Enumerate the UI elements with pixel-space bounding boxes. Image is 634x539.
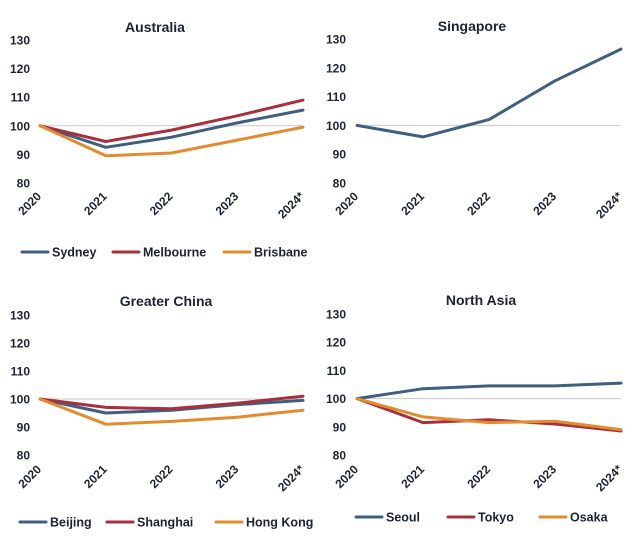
y-tick-label: 100 (326, 392, 346, 406)
x-tick-label: 2021 (398, 462, 427, 491)
y-tick-label: 110 (11, 91, 31, 105)
chart-panel-2: Greater China 80 90 100 110 120 130 2020 2021 202… (10, 293, 313, 530)
legend-label: Brisbane (254, 246, 308, 260)
legend-label: Seoul (386, 511, 420, 525)
y-tick-label: 130 (326, 33, 346, 47)
x-tick-label: 2024* (275, 189, 307, 221)
x-tick-label: 2022 (147, 189, 176, 218)
chart-panel-1: Singapore 80 90 100 110 120 130 2020 2021 2022 202… (326, 18, 625, 221)
chart-panel-0: Australia 80 90 100 110 120 130 2020 2021 2022 202… (10, 19, 308, 260)
series-line-melbourne (38, 98, 305, 143)
x-tick-label: 2023 (530, 462, 559, 491)
x-tick-label: 2022 (464, 189, 493, 218)
y-tick-label: 80 (17, 449, 31, 463)
chart-title: Singapore (438, 18, 507, 34)
y-tick-label: 110 (327, 90, 347, 104)
chart-legend: Seoul Tokyo Osaka (354, 511, 609, 525)
legend-label: Shanghai (137, 516, 193, 530)
y-tick-label: 100 (326, 119, 346, 133)
x-tick-label: 2023 (213, 189, 242, 218)
y-tick-label: 130 (10, 34, 30, 48)
y-tick-label: 100 (10, 119, 30, 133)
x-tick-label: 2022 (147, 462, 176, 491)
chart-title: Greater China (120, 293, 213, 309)
y-tick-label: 120 (10, 62, 30, 76)
chart-legend: Sydney Melbourne Brisbane (20, 246, 308, 260)
x-tick-label: 2020 (15, 462, 44, 491)
y-tick-label: 120 (326, 336, 346, 350)
x-tick-label: 2022 (464, 462, 493, 491)
y-tick-label: 130 (326, 308, 346, 322)
y-tick-label: 80 (17, 177, 31, 191)
x-tick-label: 2020 (332, 189, 361, 218)
series-line-brisbane (38, 124, 305, 158)
chart-title: North Asia (446, 292, 516, 308)
y-tick-label: 80 (333, 449, 347, 463)
series-line-shanghai (38, 394, 305, 411)
y-tick-label: 90 (17, 421, 31, 435)
x-tick-label: 2021 (398, 189, 427, 218)
x-tick-label: 2021 (81, 189, 110, 218)
legend-label: Hong Kong (246, 516, 313, 530)
y-tick-label: 120 (10, 337, 30, 351)
series-line-sydney (38, 108, 305, 149)
y-tick-label: 90 (333, 148, 347, 162)
series-line-osaka (355, 397, 623, 432)
legend-label: Beijing (50, 516, 92, 530)
x-tick-label: 2024* (593, 462, 625, 494)
y-tick-label: 110 (11, 365, 31, 379)
series-line-main (355, 47, 623, 139)
y-tick-label: 110 (327, 364, 347, 378)
series-line-seoul (355, 381, 623, 401)
chart-title: Australia (125, 19, 185, 35)
series-line-tokyo (355, 397, 623, 433)
series-line-hong-kong (38, 397, 305, 426)
chart-panel-3: North Asia 80 90 100 110 120 130 2020 2021 2022 20… (326, 292, 625, 525)
x-tick-label: 2021 (81, 462, 110, 491)
y-tick-label: 120 (326, 61, 346, 75)
y-tick-label: 130 (10, 309, 30, 323)
y-tick-label: 100 (10, 393, 30, 407)
legend-label: Tokyo (478, 511, 514, 525)
x-tick-label: 2024* (275, 462, 307, 494)
legend-label: Melbourne (143, 246, 206, 260)
x-tick-label: 2020 (15, 189, 44, 218)
x-tick-label: 2020 (332, 462, 361, 491)
legend-label: Sydney (52, 246, 97, 260)
x-tick-label: 2023 (213, 462, 242, 491)
x-tick-label: 2023 (530, 189, 559, 218)
legend-label: Osaka (570, 511, 609, 525)
y-tick-label: 80 (333, 177, 347, 191)
x-tick-label: 2024* (593, 189, 625, 221)
chart-legend: Beijing Shanghai Hong Kong (18, 516, 313, 530)
y-tick-label: 90 (333, 420, 347, 434)
y-tick-label: 90 (17, 148, 31, 162)
